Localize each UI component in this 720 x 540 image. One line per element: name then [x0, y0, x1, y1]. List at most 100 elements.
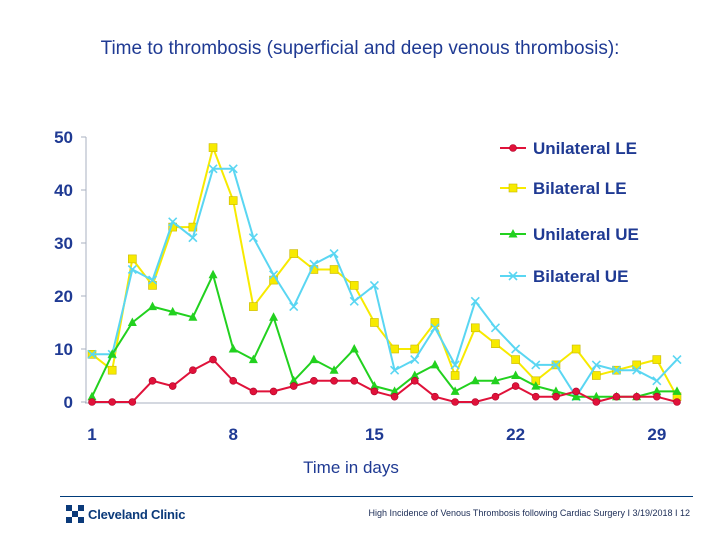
legend-marker-bilateral-ue [508, 271, 518, 281]
data-point-bilateral-ue [248, 233, 258, 243]
data-point-unilateral-ue [531, 381, 541, 390]
x-tick-label: 29 [647, 425, 666, 444]
data-point-bilateral-ue [632, 365, 642, 375]
data-point-unilateral-ue [168, 306, 178, 316]
data-point-unilateral-le [653, 392, 661, 401]
data-point-unilateral-ue [148, 301, 158, 311]
legend-item-unilateral-ue: Unilateral UE [500, 225, 639, 244]
cleveland-clinic-logo-icon [66, 505, 84, 523]
line-chart: 0 10 20 30 40 50 1 8 15 22 29 Unilateral LE Bilater… [54, 128, 682, 477]
x-tick-label: 22 [506, 425, 525, 444]
data-point-unilateral-le [189, 366, 197, 375]
data-point-bilateral-le [511, 355, 520, 364]
data-point-bilateral-ue [450, 360, 460, 370]
data-point-bilateral-le [652, 355, 662, 364]
y-tick-label: 20 [54, 287, 73, 306]
data-point-unilateral-ue [349, 344, 359, 353]
data-point-bilateral-ue [188, 233, 198, 243]
data-point-unilateral-ue [490, 375, 500, 385]
data-point-unilateral-ue [269, 312, 279, 321]
chart-axes: 0 10 20 30 40 50 1 8 15 22 29 [54, 128, 678, 444]
series-bilateral-ue [87, 164, 682, 402]
data-point-unilateral-le [168, 382, 177, 390]
data-point-bilateral-le [370, 318, 379, 327]
data-point-unilateral-le [491, 392, 500, 401]
data-point-bilateral-ue [289, 302, 299, 312]
footer-divider [60, 496, 693, 497]
data-point-bilateral-le [329, 265, 339, 274]
data-point-unilateral-le [592, 398, 601, 406]
chart-legend: Unilateral LE Bilateral LE Unilateral UE Bi… [500, 139, 639, 286]
legend-label-bilateral-le: Bilateral LE [533, 179, 627, 198]
data-point-bilateral-ue [410, 355, 420, 365]
data-point-bilateral-le [571, 344, 581, 354]
data-point-unilateral-le [148, 376, 157, 385]
data-point-unilateral-le [632, 392, 641, 401]
y-tick-label: 40 [54, 181, 73, 200]
data-point-unilateral-le [209, 355, 217, 364]
data-point-bilateral-le [491, 339, 500, 349]
data-point-unilateral-le [552, 392, 560, 401]
data-point-bilateral-le [107, 365, 117, 375]
data-point-unilateral-le [330, 376, 338, 385]
data-point-bilateral-ue [531, 360, 541, 370]
data-point-unilateral-ue [511, 370, 521, 379]
data-point-unilateral-ue [571, 391, 581, 401]
y-tick-label: 30 [54, 234, 73, 253]
data-point-unilateral-le [511, 382, 520, 390]
data-point-unilateral-le [370, 387, 379, 396]
data-point-bilateral-ue [672, 355, 682, 365]
data-point-unilateral-ue [107, 349, 117, 358]
x-tick-label: 15 [365, 425, 384, 444]
data-point-unilateral-ue [551, 386, 561, 395]
data-point-bilateral-ue [268, 270, 279, 280]
data-point-unilateral-ue [208, 269, 218, 279]
data-point-unilateral-ue [248, 354, 258, 364]
y-tick-label: 0 [64, 393, 73, 412]
legend-label-unilateral-ue: Unilateral UE [533, 225, 639, 244]
data-point-bilateral-le [390, 344, 399, 354]
data-point-unilateral-ue [369, 381, 379, 390]
data-point-bilateral-ue [551, 360, 561, 370]
data-point-unilateral-ue [652, 386, 662, 395]
data-point-bilateral-le [128, 254, 137, 264]
data-point-unilateral-le [471, 398, 480, 406]
data-point-bilateral-ue [652, 376, 662, 386]
legend-marker-unilateral-le [509, 144, 517, 152]
series-unilateral-ue [87, 269, 682, 401]
x-tick-label: 8 [228, 425, 237, 444]
data-point-unilateral-ue [470, 375, 480, 385]
series-unilateral-le [88, 355, 681, 406]
cleveland-clinic-logo: Cleveland Clinic [66, 505, 185, 523]
data-point-unilateral-ue [87, 391, 97, 401]
data-point-unilateral-le [612, 392, 621, 401]
series-line-unilateral-ue [91, 271, 677, 398]
data-point-unilateral-le [390, 392, 399, 401]
legend-item-bilateral-ue: Bilateral UE [500, 267, 628, 286]
legend-item-bilateral-le: Bilateral LE [500, 179, 627, 198]
data-point-bilateral-le [450, 371, 460, 380]
data-point-bilateral-ue [349, 296, 359, 306]
chart-plot-area [87, 143, 682, 406]
data-point-unilateral-le [350, 376, 359, 385]
slide-title: Time to thrombosis (superficial and deep… [100, 38, 620, 59]
data-point-unilateral-ue [410, 370, 420, 379]
data-point-bilateral-ue [430, 323, 440, 333]
data-point-unilateral-ue [329, 365, 339, 374]
legend-marker-unilateral-ue [508, 229, 518, 238]
data-point-bilateral-ue [147, 275, 158, 285]
data-point-bilateral-le [632, 360, 641, 370]
data-point-unilateral-ue [430, 359, 440, 369]
data-point-unilateral-le [572, 387, 580, 396]
legend-marker-bilateral-le [508, 183, 518, 193]
data-point-bilateral-ue [490, 323, 501, 333]
data-point-unilateral-ue [289, 375, 299, 385]
y-tick-label: 10 [54, 340, 73, 359]
data-point-bilateral-le [289, 249, 299, 258]
legend-label-unilateral-le: Unilateral LE [533, 139, 637, 158]
data-point-bilateral-le [592, 371, 601, 380]
data-point-bilateral-le [410, 344, 420, 354]
x-axis-label: Time in days [303, 458, 399, 477]
data-point-bilateral-ue [390, 365, 400, 375]
data-point-unilateral-le [673, 398, 681, 406]
